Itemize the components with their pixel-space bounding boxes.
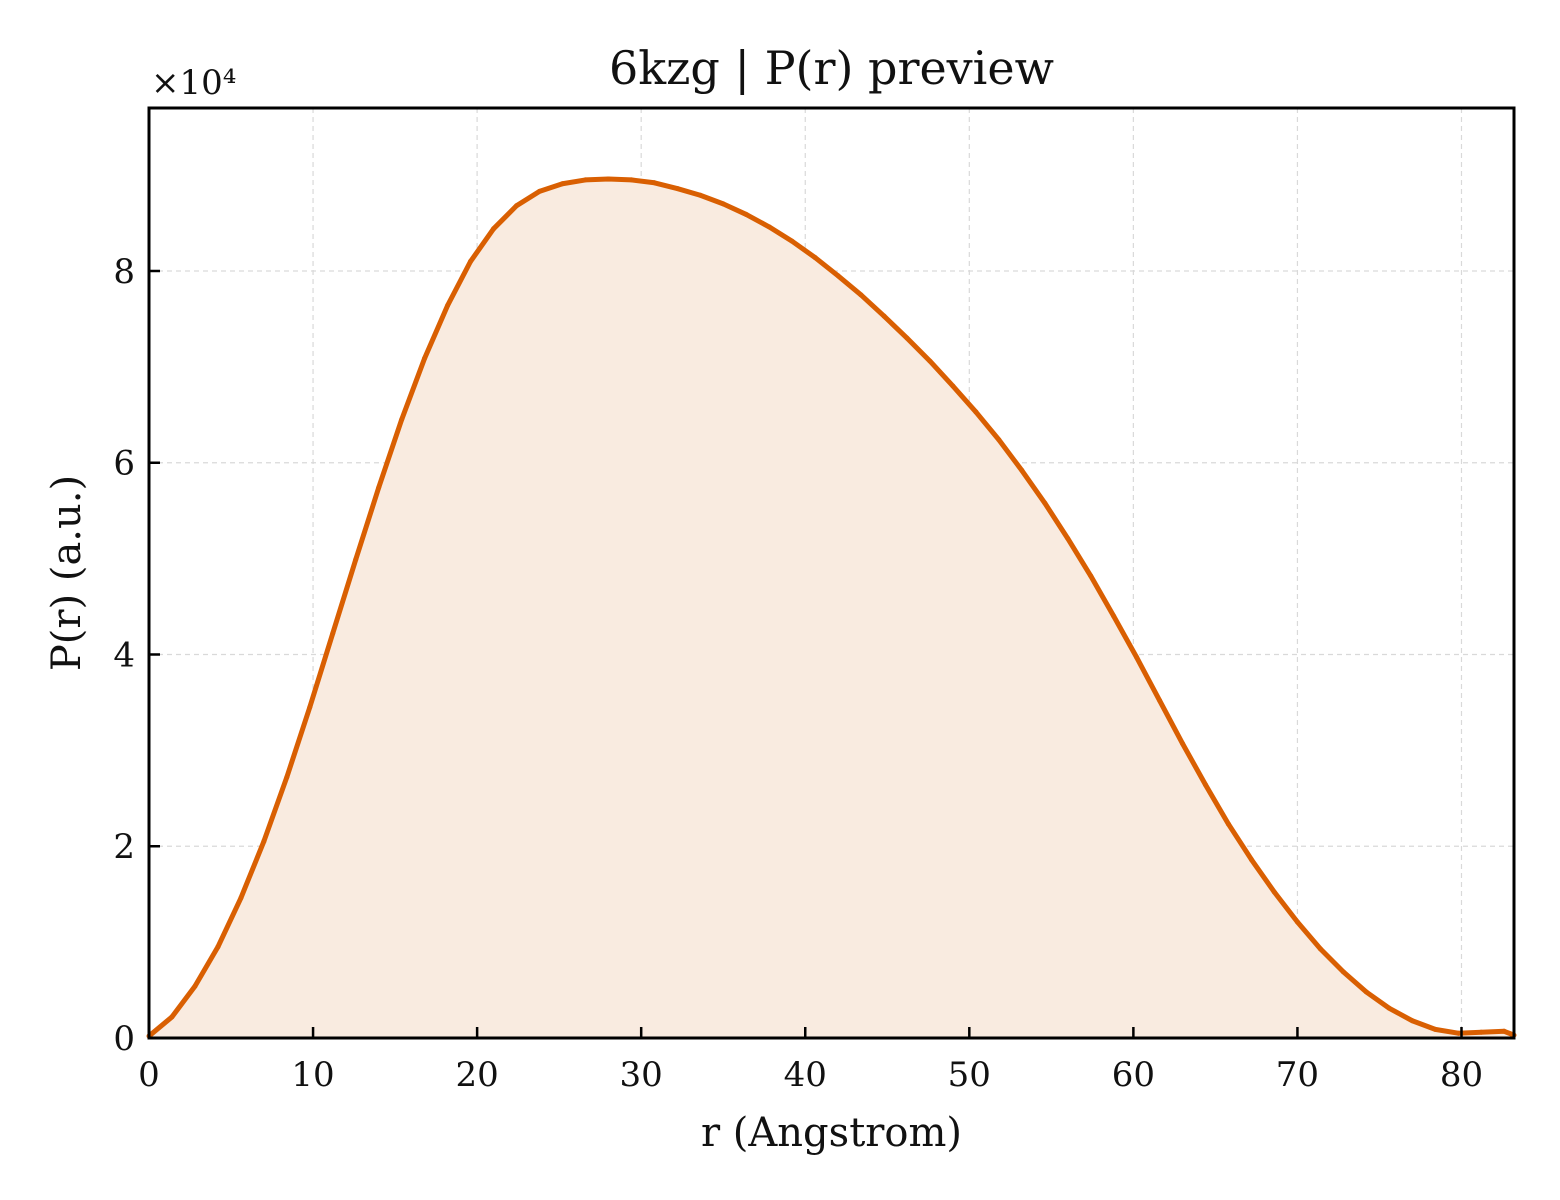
data-points-layer <box>146 176 1517 1039</box>
data-point <box>376 485 382 491</box>
data-point <box>697 192 703 198</box>
data-point <box>996 437 1002 443</box>
data-point <box>743 211 749 217</box>
data-point <box>1501 1028 1507 1034</box>
y-tick-label: 2 <box>113 827 135 867</box>
data-point <box>582 177 588 183</box>
data-point <box>1386 1005 1392 1011</box>
data-point <box>1317 946 1323 952</box>
data-point <box>927 358 933 364</box>
data-point <box>1180 741 1186 747</box>
data-point <box>1157 698 1163 704</box>
data-point <box>445 303 451 309</box>
data-point <box>881 313 887 319</box>
data-point <box>950 383 956 389</box>
data-point <box>973 409 979 415</box>
data-point <box>307 704 313 710</box>
data-point <box>1134 654 1140 660</box>
pr-area-fill <box>149 178 1514 1038</box>
x-tick-label: 70 <box>1276 1055 1319 1095</box>
data-point <box>491 226 497 232</box>
data-point <box>1042 500 1048 506</box>
data-point <box>766 224 772 230</box>
y-axis-multiplier: ×10⁴ <box>151 63 236 103</box>
chart-title: 6kzg | P(r) preview <box>609 41 1054 95</box>
data-point <box>422 355 428 361</box>
x-tick-label: 80 <box>1440 1055 1483 1095</box>
ticks-layer: 0 10 20 30 40 50 60 70 80 0 2 4 6 8 <box>113 252 1483 1095</box>
data-point <box>468 258 474 264</box>
x-tick-label: 10 <box>291 1055 334 1095</box>
data-point <box>536 188 542 194</box>
data-point <box>904 335 910 341</box>
data-point <box>1478 1029 1484 1035</box>
y-tick-label: 6 <box>113 444 135 484</box>
data-point <box>858 292 864 298</box>
data-point <box>1111 613 1117 619</box>
data-point <box>215 944 221 950</box>
y-tick-label: 8 <box>113 252 135 292</box>
data-point <box>284 774 290 780</box>
data-point <box>812 255 818 261</box>
data-point <box>628 177 634 183</box>
data-point <box>720 201 726 207</box>
data-point <box>1455 1030 1461 1036</box>
data-point <box>1226 821 1232 827</box>
data-point <box>330 630 336 636</box>
data-point <box>835 273 841 279</box>
data-point <box>1409 1018 1415 1024</box>
x-axis-label: r (Angstrom) <box>701 1110 962 1156</box>
data-point <box>1363 989 1369 995</box>
data-point <box>1271 889 1277 895</box>
data-point <box>399 417 405 423</box>
data-point <box>674 186 680 192</box>
data-point <box>1203 782 1209 788</box>
x-tick-label: 20 <box>455 1055 498 1095</box>
data-point <box>1065 535 1071 541</box>
x-tick-label: 30 <box>620 1055 663 1095</box>
data-point <box>1249 857 1254 863</box>
x-tick-label: 40 <box>784 1055 827 1095</box>
data-point <box>559 181 565 187</box>
data-point <box>1019 467 1025 473</box>
data-point <box>651 180 657 186</box>
data-point <box>1432 1026 1438 1032</box>
data-point <box>238 895 244 901</box>
data-point <box>1088 573 1094 579</box>
x-tick-label: 0 <box>138 1055 160 1095</box>
data-point <box>192 983 198 989</box>
data-point <box>169 1014 175 1020</box>
y-tick-label: 0 <box>113 1019 135 1059</box>
x-tick-label: 50 <box>948 1055 991 1095</box>
y-tick-label: 4 <box>113 635 135 675</box>
data-point <box>1340 969 1346 975</box>
data-point <box>514 203 519 209</box>
data-point <box>789 238 795 244</box>
y-axis-label: P(r) (a.u.) <box>44 475 90 671</box>
data-point <box>353 557 359 563</box>
data-point <box>1294 919 1300 925</box>
plot-frame <box>147 106 1516 1040</box>
x-tick-label: 60 <box>1112 1055 1155 1095</box>
data-point <box>261 838 267 844</box>
data-point <box>605 176 611 182</box>
